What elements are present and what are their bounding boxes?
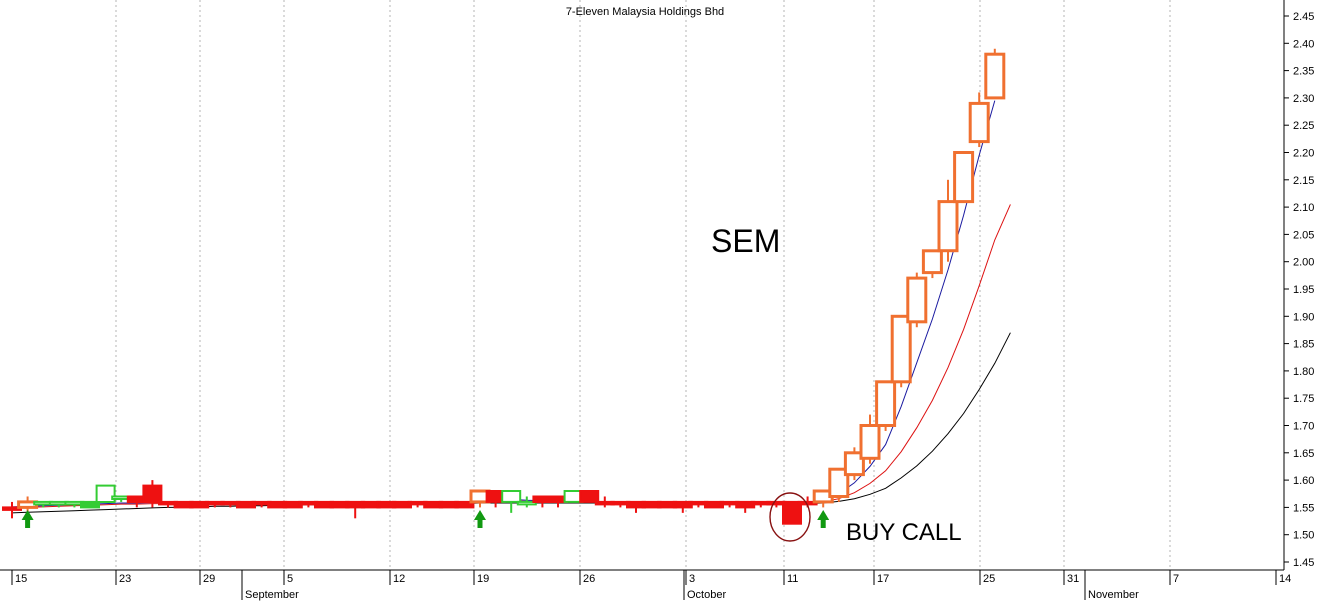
y-tick-label: 2.40: [1293, 38, 1314, 50]
x-tick-label: 14: [1279, 573, 1291, 585]
buy-arrow-icon: [21, 510, 34, 528]
candle: [953, 151, 975, 204]
x-tick-label: 7: [1173, 573, 1179, 585]
x-tick-label: 23: [119, 573, 131, 585]
y-tick-label: 1.50: [1293, 530, 1314, 542]
y-tick-label: 1.85: [1293, 339, 1314, 351]
y-tick-label: 1.60: [1293, 475, 1314, 487]
buy-arrows: [21, 510, 830, 528]
x-tick-label: 5: [287, 573, 293, 585]
month-label: November: [1088, 589, 1139, 601]
candle: [843, 447, 865, 481]
candle-body: [921, 249, 943, 275]
x-tick-label: 31: [1067, 573, 1079, 585]
candle-body: [95, 484, 116, 504]
candle-body: [501, 490, 522, 503]
candle-body: [516, 500, 537, 506]
candle: [859, 414, 881, 464]
x-tick-label: 11: [787, 573, 798, 585]
y-tick-label: 1.70: [1293, 421, 1314, 433]
candle: [80, 500, 100, 509]
x-tick-label: 17: [877, 573, 889, 585]
candle-body: [828, 467, 850, 499]
ma-fast-line: [11, 100, 996, 508]
candle: [906, 272, 928, 328]
candle-body: [782, 500, 802, 525]
candlesticks: [2, 48, 1006, 525]
x-tick-label: 26: [583, 573, 595, 585]
candle-body: [843, 451, 865, 477]
y-tick-label: 1.90: [1293, 311, 1314, 323]
candle-body: [579, 490, 600, 503]
y-tick-label: 1.55: [1293, 502, 1314, 514]
y-tick-label: 2.20: [1293, 148, 1314, 160]
y-axis-ticks: 1.45 1.50 1.55 1.60 1.65 1.70 1.75 1.80 1.85 1.90…: [1284, 11, 1314, 569]
candle-body: [906, 276, 928, 324]
candle-body: [984, 52, 1006, 100]
candle-body: [968, 101, 990, 144]
candle-body: [859, 424, 881, 460]
candle: [501, 490, 522, 513]
x-tick-label: 25: [983, 573, 995, 585]
grid-lines: [115, 0, 1171, 570]
x-tick-label: 15: [15, 573, 27, 585]
y-tick-label: 2.25: [1293, 120, 1314, 132]
candle: [95, 484, 116, 504]
candle: [968, 92, 990, 148]
candle-body: [890, 314, 912, 384]
x-tick-label: 19: [477, 573, 489, 585]
y-tick-label: 2.10: [1293, 202, 1314, 214]
x-tick-label: 29: [203, 573, 215, 585]
x-tick-label: 3: [689, 573, 695, 585]
buy-arrow-icon: [817, 510, 830, 528]
y-tick-label: 2.15: [1293, 175, 1314, 187]
candle: [516, 496, 537, 508]
sem-annotation: SEM: [711, 223, 780, 259]
candle: [142, 480, 163, 508]
candle-body: [875, 380, 897, 427]
y-tick-label: 2.35: [1293, 66, 1314, 78]
candle-body: [80, 500, 100, 509]
chart-title: 7-Eleven Malaysia Holdings Bhd: [566, 6, 724, 18]
y-tick-label: 2.05: [1293, 229, 1314, 241]
candle: [454, 500, 475, 509]
x-tick-label: 12: [393, 573, 405, 585]
y-tick-label: 2.00: [1293, 257, 1314, 269]
candle: [937, 179, 959, 262]
candle-body: [953, 151, 975, 204]
month-label: October: [687, 589, 726, 601]
y-tick-label: 1.75: [1293, 393, 1314, 405]
y-tick-label: 1.80: [1293, 366, 1314, 378]
y-tick-label: 2.30: [1293, 93, 1314, 105]
buy-call-annotation: BUY CALL: [846, 519, 962, 546]
buy-arrow-icon: [474, 510, 486, 528]
candle: [579, 490, 600, 503]
candle: [890, 314, 912, 388]
month-label: September: [245, 589, 299, 601]
y-tick-label: 1.45: [1293, 557, 1314, 569]
y-tick-label: 1.95: [1293, 284, 1314, 296]
candle: [921, 249, 943, 279]
candle: [984, 48, 1006, 100]
candle-body: [454, 500, 475, 509]
candle: [828, 467, 850, 502]
buy-signal-circle: [769, 492, 811, 542]
candle: [782, 500, 802, 525]
y-tick-label: 2.45: [1293, 11, 1314, 23]
candle-body: [937, 200, 959, 253]
y-tick-label: 1.65: [1293, 448, 1314, 460]
candle: [875, 380, 897, 431]
candle-body: [142, 484, 163, 504]
